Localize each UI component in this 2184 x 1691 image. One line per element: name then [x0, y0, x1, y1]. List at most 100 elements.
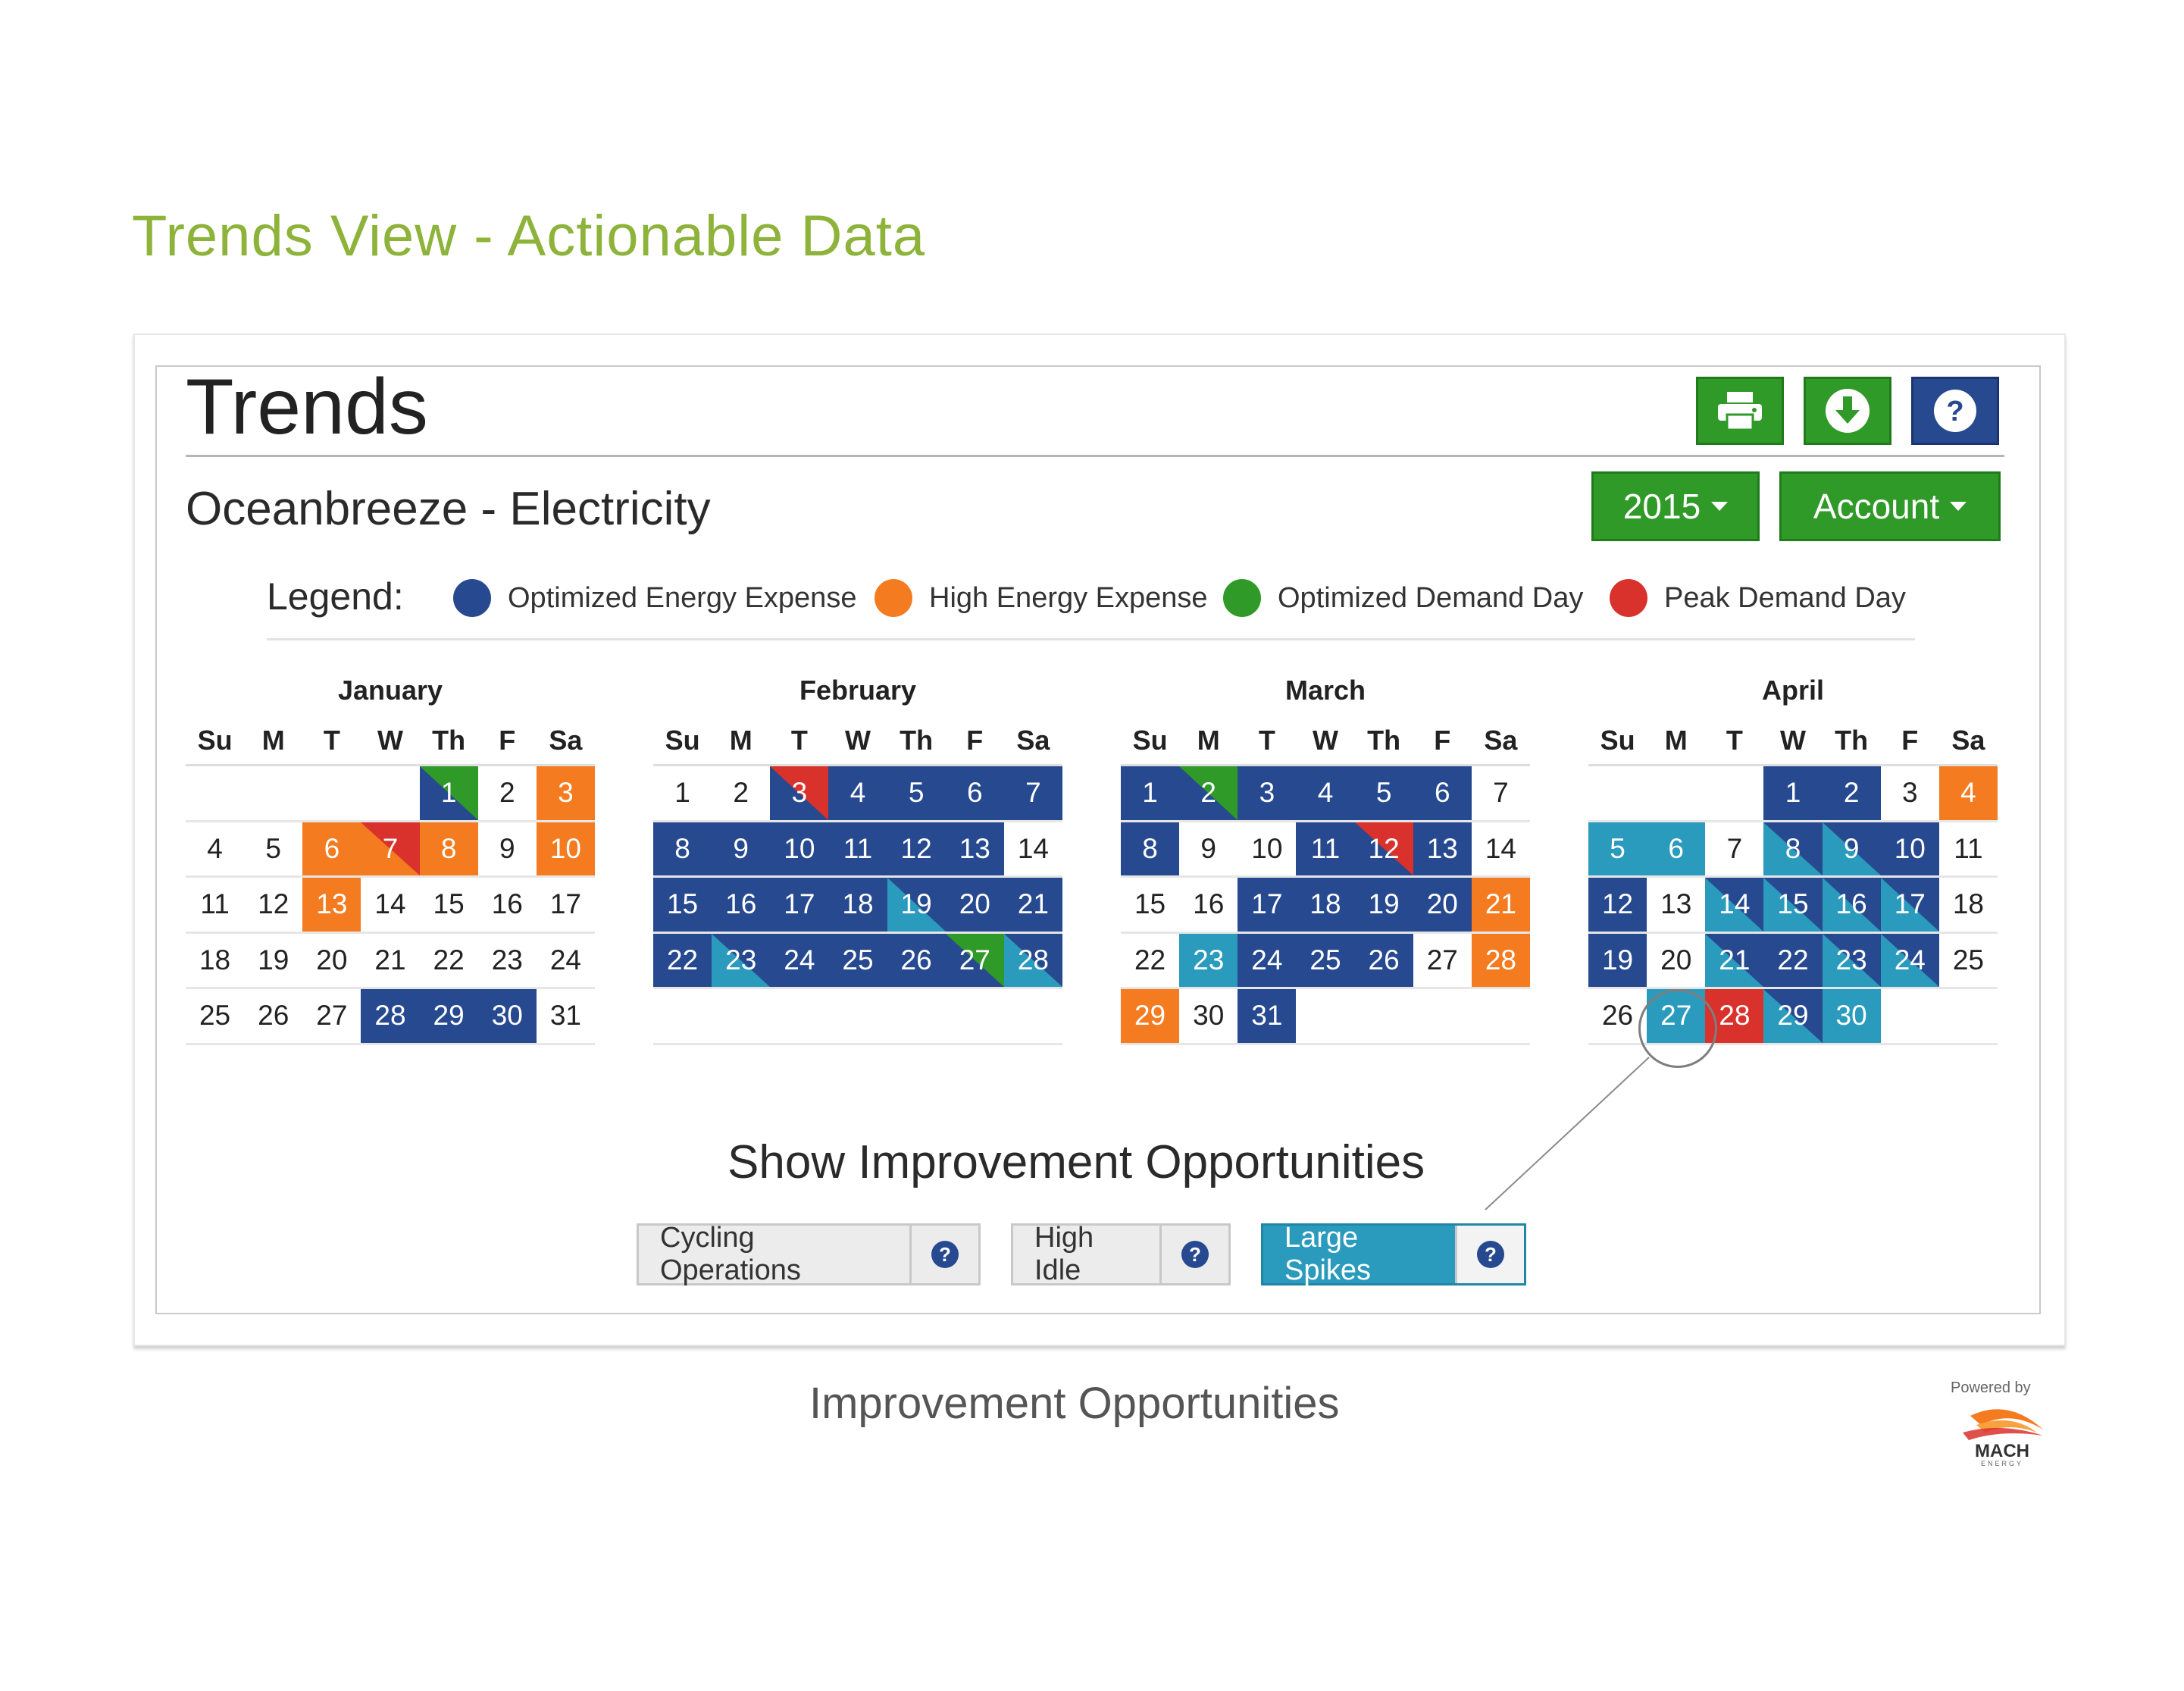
calendar-day[interactable]: 27	[945, 933, 1004, 989]
calendar-day[interactable]: 4	[1938, 766, 1998, 822]
calendar-day[interactable]: 29	[419, 989, 478, 1045]
calendar-day[interactable]: 22	[653, 933, 712, 989]
calendar-day[interactable]: 7	[1705, 822, 1764, 878]
calendar-day[interactable]: 18	[186, 934, 245, 989]
calendar-day[interactable]: 14	[1471, 822, 1530, 878]
calendar-day[interactable]: 17	[770, 878, 829, 934]
calendar-day[interactable]: 6	[1647, 822, 1706, 878]
calendar-day[interactable]: 25	[186, 989, 245, 1045]
calendar-day[interactable]: 18	[1938, 878, 1998, 934]
calendar-day[interactable]: 19	[244, 934, 303, 989]
calendar-day[interactable]: 15	[1763, 878, 1823, 934]
calendar-day[interactable]: 22	[419, 934, 478, 989]
calendar-day[interactable]: 28	[361, 989, 420, 1045]
calendar-day[interactable]: 8	[419, 822, 478, 878]
calendar-day[interactable]: 23	[477, 934, 537, 989]
calendar-day[interactable]: 9	[477, 822, 537, 878]
calendar-day[interactable]: 24	[1880, 933, 1939, 989]
calendar-day[interactable]: 5	[1354, 766, 1413, 822]
calendar-day[interactable]: 23	[1822, 933, 1881, 989]
calendar-day[interactable]: 20	[302, 934, 361, 989]
calendar-day[interactable]: 21	[1471, 878, 1530, 934]
calendar-day[interactable]: 21	[1705, 933, 1764, 989]
print-button[interactable]	[1696, 377, 1784, 445]
calendar-day[interactable]: 1	[653, 766, 712, 822]
calendar-day[interactable]: 20	[945, 878, 1004, 934]
calendar-day[interactable]: 5	[1588, 822, 1647, 878]
calendar-day[interactable]: 19	[887, 878, 946, 934]
calendar-day[interactable]: 31	[536, 989, 595, 1045]
calendar-day[interactable]: 21	[1003, 878, 1062, 934]
calendar-day[interactable]: 26	[244, 989, 303, 1045]
calendar-day[interactable]: 12	[244, 878, 303, 934]
calendar-day[interactable]: 15	[419, 878, 478, 934]
calendar-day[interactable]: 23	[712, 933, 771, 989]
calendar-day[interactable]: 26	[1588, 989, 1647, 1045]
calendar-day[interactable]: 24	[536, 934, 595, 989]
calendar-day[interactable]: 24	[1237, 933, 1297, 989]
calendar-day[interactable]: 17	[1880, 878, 1939, 934]
calendar-day[interactable]: 18	[828, 878, 887, 934]
calendar-day[interactable]: 31	[1237, 989, 1297, 1045]
calendar-day[interactable]: 28	[1471, 933, 1530, 989]
calendar-day[interactable]: 17	[1237, 878, 1297, 934]
year-dropdown[interactable]: 2015	[1591, 471, 1760, 541]
calendar-day[interactable]: 20	[1647, 934, 1706, 989]
calendar-day[interactable]: 29	[1121, 989, 1180, 1045]
calendar-day[interactable]: 7	[1471, 766, 1530, 822]
calendar-day[interactable]: 13	[302, 878, 361, 934]
calendar-day[interactable]: 26	[1354, 933, 1413, 989]
calendar-day[interactable]: 8	[1763, 822, 1823, 878]
calendar-day[interactable]: 19	[1354, 878, 1413, 934]
calendar-day[interactable]: 16	[712, 878, 771, 934]
calendar-day[interactable]: 7	[1003, 766, 1062, 822]
calendar-day[interactable]: 16	[477, 878, 537, 934]
calendar-day[interactable]: 4	[828, 766, 887, 822]
calendar-day[interactable]: 3	[770, 766, 829, 822]
calendar-day[interactable]: 27	[302, 989, 361, 1045]
calendar-day[interactable]: 15	[653, 878, 712, 934]
calendar-day[interactable]: 2	[1179, 766, 1238, 822]
calendar-day[interactable]: 9	[1179, 822, 1238, 878]
calendar-day[interactable]: 10	[1237, 822, 1297, 878]
high-idle-button[interactable]: High Idle ?	[1011, 1222, 1231, 1286]
calendar-day[interactable]: 6	[1413, 766, 1472, 822]
calendar-day[interactable]: 10	[1880, 822, 1939, 878]
calendar-day[interactable]: 20	[1413, 878, 1472, 934]
calendar-day[interactable]: 14	[1705, 878, 1764, 934]
calendar-day[interactable]: 10	[770, 822, 829, 878]
calendar-day[interactable]: 29	[1763, 989, 1823, 1045]
calendar-day[interactable]: 23	[1179, 933, 1238, 989]
calendar-day[interactable]: 2	[477, 766, 537, 822]
calendar-day[interactable]: 13	[1647, 878, 1706, 934]
calendar-day[interactable]: 26	[887, 933, 946, 989]
help-icon[interactable]: ?	[1455, 1226, 1524, 1283]
calendar-day[interactable]: 14	[361, 878, 420, 934]
calendar-day[interactable]: 19	[1588, 933, 1647, 989]
calendar-day[interactable]: 24	[770, 933, 829, 989]
calendar-day[interactable]: 4	[1296, 766, 1355, 822]
calendar-day[interactable]: 13	[1413, 822, 1472, 878]
calendar-day[interactable]: 16	[1822, 878, 1881, 934]
calendar-day[interactable]: 12	[1354, 822, 1413, 878]
calendar-day[interactable]: 3	[1880, 766, 1939, 822]
calendar-day[interactable]: 11	[186, 878, 245, 934]
calendar-day[interactable]: 5	[887, 766, 946, 822]
calendar-day[interactable]: 1	[419, 766, 478, 822]
calendar-day[interactable]: 1	[1763, 766, 1823, 822]
calendar-day[interactable]: 12	[1588, 878, 1647, 934]
calendar-day[interactable]: 11	[1938, 822, 1998, 878]
calendar-day[interactable]: 5	[244, 822, 303, 878]
calendar-day[interactable]: 30	[1179, 989, 1238, 1045]
calendar-day[interactable]: 30	[1822, 989, 1881, 1045]
help-button[interactable]: ?	[1911, 377, 1999, 445]
calendar-day[interactable]: 22	[1121, 934, 1180, 989]
calendar-day[interactable]: 11	[1296, 822, 1355, 878]
calendar-day[interactable]: 1	[1121, 766, 1180, 822]
calendar-day[interactable]: 2	[1822, 766, 1881, 822]
help-icon[interactable]: ?	[909, 1226, 978, 1283]
calendar-day[interactable]: 8	[653, 822, 712, 878]
calendar-day[interactable]: 2	[712, 766, 771, 822]
help-icon[interactable]: ?	[1159, 1226, 1228, 1283]
account-dropdown[interactable]: Account	[1779, 471, 2001, 541]
